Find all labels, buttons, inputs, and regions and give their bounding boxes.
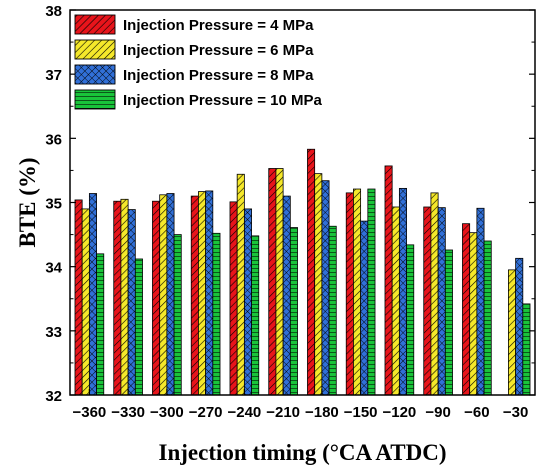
- x-tick-label: −180: [305, 404, 339, 421]
- bar-−210-s4: [289, 227, 298, 396]
- legend-label: Injection Pressure = 4 MPa: [123, 17, 314, 34]
- bar-−240-s2: [236, 173, 245, 396]
- y-tick-label: 35: [45, 196, 62, 213]
- bar-−210-s2: [275, 168, 284, 396]
- bar-−210-s3: [282, 195, 291, 396]
- bar-−240-s1: [229, 201, 238, 396]
- x-tick-label: −210: [266, 404, 300, 421]
- bar-−60-s1: [462, 223, 471, 396]
- x-tick-label: −90: [425, 404, 450, 421]
- bars-layer: [74, 148, 531, 396]
- bar-−120-s4: [406, 244, 415, 396]
- y-tick-label: 32: [45, 388, 62, 405]
- bar-−240-s4: [251, 235, 260, 396]
- bar-−90-s1: [423, 206, 432, 396]
- bar-−300-s2: [159, 194, 168, 396]
- bar-−210-s1: [268, 168, 277, 396]
- legend-label: Injection Pressure = 10 MPa: [123, 92, 322, 109]
- bar-−30-s3: [515, 257, 524, 396]
- bar-−270-s2: [198, 191, 207, 396]
- bar-−300-s3: [166, 193, 175, 396]
- bar-−90-s3: [437, 207, 446, 396]
- x-tick-label: −270: [189, 404, 223, 421]
- bar-−180-s4: [328, 225, 337, 396]
- bar-−90-s2: [430, 192, 439, 396]
- bar-−60-s3: [476, 207, 485, 396]
- bar-−150-s1: [345, 192, 354, 396]
- bar-−300-s4: [173, 234, 182, 396]
- y-tick-label: 36: [45, 131, 62, 148]
- bar-−270-s3: [205, 190, 214, 396]
- legend-label: Injection Pressure = 6 MPa: [123, 42, 314, 59]
- bar-−120-s1: [384, 165, 393, 396]
- bar-−330-s3: [127, 209, 136, 396]
- bar-−150-s2: [353, 188, 362, 396]
- bar-−330-s2: [120, 198, 129, 396]
- bar-−120-s3: [398, 187, 407, 396]
- bar-−240-s3: [243, 208, 252, 396]
- y-tick-label: 33: [45, 324, 62, 341]
- bar-−30-s2: [508, 269, 517, 396]
- bar-−90-s4: [444, 249, 453, 396]
- y-axis-title: BTE (%): [15, 157, 40, 247]
- bar-−270-s1: [190, 195, 199, 396]
- x-tick-label: −150: [344, 404, 378, 421]
- x-tick-label: −360: [72, 404, 106, 421]
- bar-−180-s3: [321, 180, 330, 396]
- bar-−360-s4: [96, 253, 105, 396]
- bar-−180-s2: [314, 173, 323, 396]
- y-tick-label: 34: [45, 260, 62, 277]
- bar-−330-s1: [113, 200, 122, 396]
- x-tick-label: −300: [150, 404, 184, 421]
- legend-item-2: Injection Pressure = 6 MPa: [74, 39, 314, 60]
- bar-−120-s2: [391, 206, 400, 396]
- bar-−360-s1: [74, 199, 83, 396]
- ticks-layer: 32 33 34 35 36 37 38 −360 −330 −300 −270 −240 −210 −1…: [45, 3, 535, 421]
- x-tick-label: −30: [503, 404, 528, 421]
- legend-item-3: Injection Pressure = 8 MPa: [74, 64, 314, 85]
- bar-−180-s1: [307, 148, 316, 396]
- bar-−60-s2: [469, 232, 478, 396]
- x-tick-label: −240: [227, 404, 261, 421]
- x-axis-title: Injection timing (°CA ATDC): [159, 440, 447, 465]
- legend-item-4: Injection Pressure = 10 MPa: [74, 89, 322, 110]
- y-tick-label: 38: [45, 3, 62, 20]
- legend-item-1: Injection Pressure = 4 MPa: [74, 14, 314, 35]
- legend: Injection Pressure = 4 MPa Injection Pres…: [74, 14, 322, 110]
- bar-−300-s1: [152, 200, 161, 396]
- legend-label: Injection Pressure = 8 MPa: [123, 67, 314, 84]
- bar-−360-s3: [88, 193, 97, 396]
- x-tick-label: −60: [464, 404, 489, 421]
- bar-−30-s4: [522, 303, 531, 396]
- bar-−330-s4: [134, 258, 143, 396]
- x-tick-label: −330: [111, 404, 145, 421]
- bar-−150-s4: [367, 188, 376, 396]
- x-tick-label: −120: [382, 404, 416, 421]
- bar-−270-s4: [212, 232, 221, 396]
- bar-−150-s3: [360, 220, 369, 396]
- bar-−60-s4: [483, 240, 492, 396]
- y-tick-label: 37: [45, 67, 62, 84]
- bar-−360-s2: [81, 208, 90, 396]
